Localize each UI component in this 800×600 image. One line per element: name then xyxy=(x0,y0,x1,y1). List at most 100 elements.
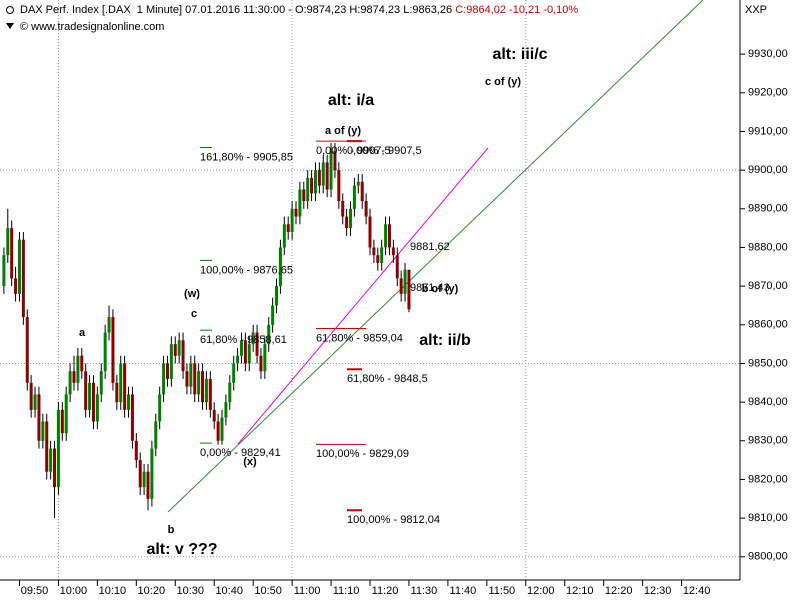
candle-body xyxy=(349,208,353,229)
candle-body xyxy=(10,228,14,279)
fib-label: 100,00% - 9812,04 xyxy=(347,514,440,526)
candle-body xyxy=(88,382,92,410)
x-tick-label: 12:10 xyxy=(566,585,594,597)
y-tick-label: 9820,00 xyxy=(748,473,788,485)
x-tick-label: 12:20 xyxy=(605,585,633,597)
candle-body xyxy=(212,409,216,422)
candle-body xyxy=(267,324,271,345)
y-tick-label: 9880,00 xyxy=(748,241,788,253)
candle-body xyxy=(290,208,294,232)
wave-label: (x) xyxy=(243,456,257,468)
candle-body xyxy=(76,355,80,383)
y-tick-label: 9830,00 xyxy=(748,435,788,447)
candle-body xyxy=(243,340,247,364)
x-tick-label: 11:40 xyxy=(450,585,477,597)
candle-body xyxy=(72,371,76,383)
wave-label: c xyxy=(191,308,197,320)
candle-body xyxy=(107,317,111,333)
candle-body xyxy=(17,239,21,294)
candle-body xyxy=(49,448,53,472)
candle-body xyxy=(356,181,360,186)
candle-body xyxy=(169,344,173,379)
y-tick-label: 9910,00 xyxy=(748,125,788,137)
candle-body xyxy=(278,247,282,287)
plot: 161,80% - 9905,85 100,00% - 9876,65 61,80%… xyxy=(2,46,548,558)
candle-body xyxy=(259,355,263,372)
y-tick-label: 9860,00 xyxy=(748,319,788,331)
fib-label: 100,00% - 9876,65 xyxy=(200,264,293,276)
fib-label: 161,80% - 9905,85 xyxy=(200,151,293,163)
scenario-label: alt: iii/c xyxy=(492,46,547,63)
x-tick-label: 11:30 xyxy=(411,585,438,597)
channel-line xyxy=(237,147,489,445)
candle-body xyxy=(6,228,10,256)
candle-body xyxy=(298,189,302,217)
scenario-label: alt: ii/b xyxy=(419,332,471,349)
candle-body xyxy=(360,181,364,202)
trend-line xyxy=(167,0,704,513)
candle-body xyxy=(130,394,134,441)
candle-body xyxy=(150,448,154,499)
wave-label: b xyxy=(168,524,175,536)
candle-body xyxy=(127,394,131,410)
x-tick-label: 11:00 xyxy=(294,585,321,597)
candle-body xyxy=(376,255,380,263)
candle-body xyxy=(208,378,212,410)
fib-label: 61,80% - 9848,5 xyxy=(347,373,428,385)
candle-body xyxy=(239,340,243,356)
candle-body xyxy=(228,382,232,403)
candle-body xyxy=(53,448,57,488)
candle-body xyxy=(68,371,72,395)
candle-body xyxy=(294,208,298,217)
fib-label: 61,80% - 9859,04 xyxy=(316,332,403,344)
candle-body xyxy=(247,344,251,364)
candle-body xyxy=(352,185,356,209)
candle-body xyxy=(321,162,325,186)
candle-body xyxy=(115,382,119,403)
candle-body xyxy=(162,363,166,395)
candle-body xyxy=(193,363,197,395)
fib-label: 61,80% - 9858,61 xyxy=(200,334,287,346)
candle-body xyxy=(60,409,64,434)
candle-body xyxy=(91,382,95,422)
candle-body xyxy=(306,177,310,202)
fib-label: 0,00% - 9907,5 xyxy=(316,145,391,157)
y-tick-label: 9930,00 xyxy=(748,48,788,60)
candle-body xyxy=(134,440,138,461)
y-tick-label: 9800,00 xyxy=(748,551,788,563)
candle-body xyxy=(56,409,60,488)
candle-body xyxy=(95,394,99,422)
candle-body xyxy=(333,150,337,171)
fib-label: 0,00% - 9907,5 xyxy=(347,145,422,157)
candle-body xyxy=(21,239,25,318)
candle-body xyxy=(158,394,162,422)
candle-body xyxy=(391,247,395,256)
candle-body xyxy=(399,278,403,294)
candle-body xyxy=(80,355,84,372)
candle-body xyxy=(103,332,107,372)
y-tick-label: 9870,00 xyxy=(748,280,788,292)
candle-body xyxy=(255,332,259,356)
price-tag: 9871,43 xyxy=(410,282,450,294)
candle-body xyxy=(45,421,49,472)
x-tick-label: 12:40 xyxy=(683,585,711,597)
candle-body xyxy=(123,363,127,410)
candle-body xyxy=(14,278,18,294)
wave-label: a of (y) xyxy=(325,125,361,137)
x-tick-label: 11:20 xyxy=(372,585,399,597)
candle-body xyxy=(146,471,150,499)
candle-body xyxy=(185,371,189,387)
candle-body xyxy=(204,378,208,403)
candle-body xyxy=(119,363,123,403)
candle-body xyxy=(329,150,333,190)
x-tick-label: 12:30 xyxy=(644,585,672,597)
candle-body xyxy=(232,363,236,383)
source: © www.tradesignalonline.com xyxy=(20,21,164,33)
candle-body xyxy=(173,344,177,356)
scenario-label: alt: i/a xyxy=(328,92,374,109)
candle-body xyxy=(364,201,368,217)
x-tick-label: 11:50 xyxy=(488,585,515,597)
y-tick-label: 9920,00 xyxy=(748,87,788,99)
